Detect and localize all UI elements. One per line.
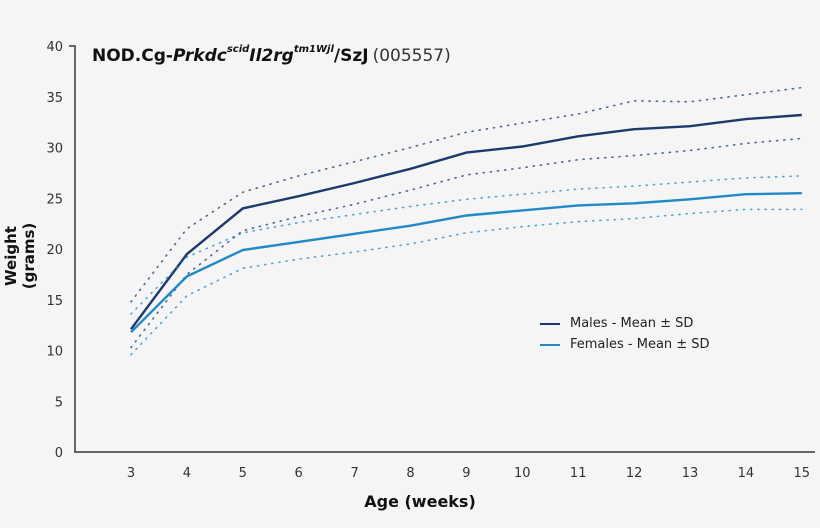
title-strain-prefix: NOD.Cg- [92,46,173,66]
y-tick-label: 35 [46,91,63,106]
legend: Males - Mean ± SD Females - Mean ± SD [540,313,710,355]
males-mean-sd-line [130,137,803,349]
y-tick-label: 30 [46,142,63,157]
legend-swatch-males [540,322,560,325]
females-mean-line [130,192,802,334]
x-tick-label: 15 [794,466,811,481]
y-tick-label: 0 [55,446,63,461]
x-tick-label: 6 [295,466,303,481]
stock-code: (005557) [372,46,451,66]
title-suffix: /SzJ [333,46,369,66]
x-tick-label: 14 [738,466,755,481]
chart-title: NOD.Cg-PrkdcscidIl2rgtm1Wjl/SzJ (005557) [92,44,451,66]
x-tick-label: 4 [183,466,191,481]
x-tick-label: 8 [406,466,414,481]
title-gene2-allele: tm1Wjl [293,44,334,56]
y-tick-label: 40 [46,40,63,55]
x-tick-label: 11 [570,466,587,481]
series-lines [130,86,803,356]
axis-lines [69,45,815,453]
males-mean-line [130,113,802,330]
x-axis-ticks: 3 4 5 6 7 8 9 10 11 12 13 14 15 [127,466,810,481]
x-axis-label: Age (weeks) [364,492,476,511]
legend-item-males: Males - Mean ± SD [540,313,710,334]
title-gene1-allele: scid [226,44,250,56]
y-tick-label: 5 [55,395,63,410]
females-mean-sd-line [130,208,803,356]
males-mean-sd-line [130,86,803,303]
legend-label-males: Males - Mean ± SD [570,316,694,331]
y-tick-label: 15 [46,294,63,309]
x-tick-label: 13 [682,466,699,481]
x-tick-label: 5 [239,466,247,481]
y-axis-label: Weight (grams) [2,222,38,290]
legend-label-females: Females - Mean ± SD [570,337,710,352]
x-tick-label: 12 [626,466,643,481]
y-tick-label: 10 [46,345,63,360]
x-tick-label: 9 [462,466,470,481]
females-mean-sd-line [130,175,803,315]
x-tick-label: 10 [514,466,531,481]
y-tick-label: 25 [46,192,63,207]
y-tick-label: 20 [46,243,63,258]
title-gene2: Il2rg [249,46,294,66]
y-axis-ticks: 0 5 10 15 20 25 30 35 40 [46,40,63,461]
legend-item-females: Females - Mean ± SD [540,334,710,355]
title-gene1: Prkdc [172,46,227,66]
legend-swatch-females [540,343,560,346]
x-tick-label: 7 [350,466,358,481]
x-tick-label: 3 [127,466,135,481]
